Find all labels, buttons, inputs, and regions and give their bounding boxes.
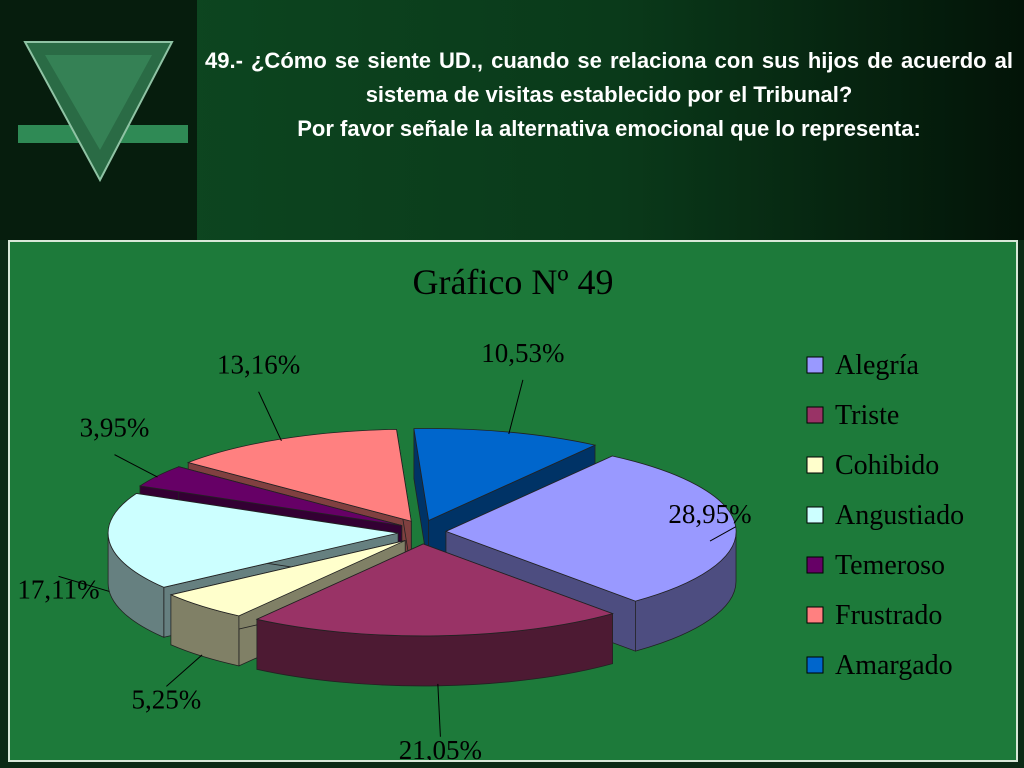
legend-swatch <box>806 556 824 574</box>
legend-swatch <box>806 356 824 374</box>
data-label: 5,25% <box>132 684 202 714</box>
leader-line <box>58 575 110 592</box>
leader-line <box>258 391 282 442</box>
leader-line <box>166 654 203 687</box>
leader-line <box>437 683 441 737</box>
legend-label: Triste <box>835 400 899 431</box>
instruction-text: Por favor señale la alternativa emociona… <box>297 116 921 141</box>
legend-swatch <box>806 506 824 524</box>
chart-title: Gráfico Nº 49 <box>412 262 613 302</box>
slice <box>107 493 399 588</box>
legend-swatch <box>806 456 824 474</box>
data-label: 21,05% <box>399 735 482 760</box>
question-text: 49.- ¿Cómo se siente UD., cuando se rela… <box>205 48 1013 107</box>
data-label: 28,95% <box>668 499 751 529</box>
chart-panel: Gráfico Nº 49 28,95% 21,05% 5,25% 17,11% 3,9… <box>8 240 1018 765</box>
legend-label: Angustiado <box>835 500 964 531</box>
data-label: 17,11% <box>17 574 99 604</box>
data-label: 13,16% <box>217 350 300 380</box>
leader-line <box>114 454 158 478</box>
chart: Gráfico Nº 49 28,95% 21,05% 5,25% 17,11% 3,9… <box>17 262 964 765</box>
data-label: 10,53% <box>481 338 564 368</box>
legend-swatch <box>806 606 824 624</box>
legend-label: Alegría <box>835 350 920 381</box>
leader-line <box>508 379 524 435</box>
legend-swatch <box>806 656 824 674</box>
slice <box>444 455 737 602</box>
legend-label: Amargado <box>835 650 953 681</box>
legend-swatch <box>806 406 824 424</box>
logo-triangle-inner <box>45 55 152 150</box>
logo <box>0 0 197 240</box>
slice <box>255 543 614 637</box>
legend-label: Frustrado <box>835 600 942 631</box>
legend-label: Cohibido <box>835 450 939 481</box>
slice <box>169 540 406 617</box>
data-label: 3,95% <box>80 413 150 443</box>
logo-graphic <box>18 41 188 183</box>
legend-label: Temeroso <box>835 550 945 581</box>
leader-line <box>709 526 736 542</box>
slice <box>138 466 402 526</box>
question: 49.- ¿Cómo se siente UD., cuando se rela… <box>205 44 1013 146</box>
slice <box>186 428 412 522</box>
